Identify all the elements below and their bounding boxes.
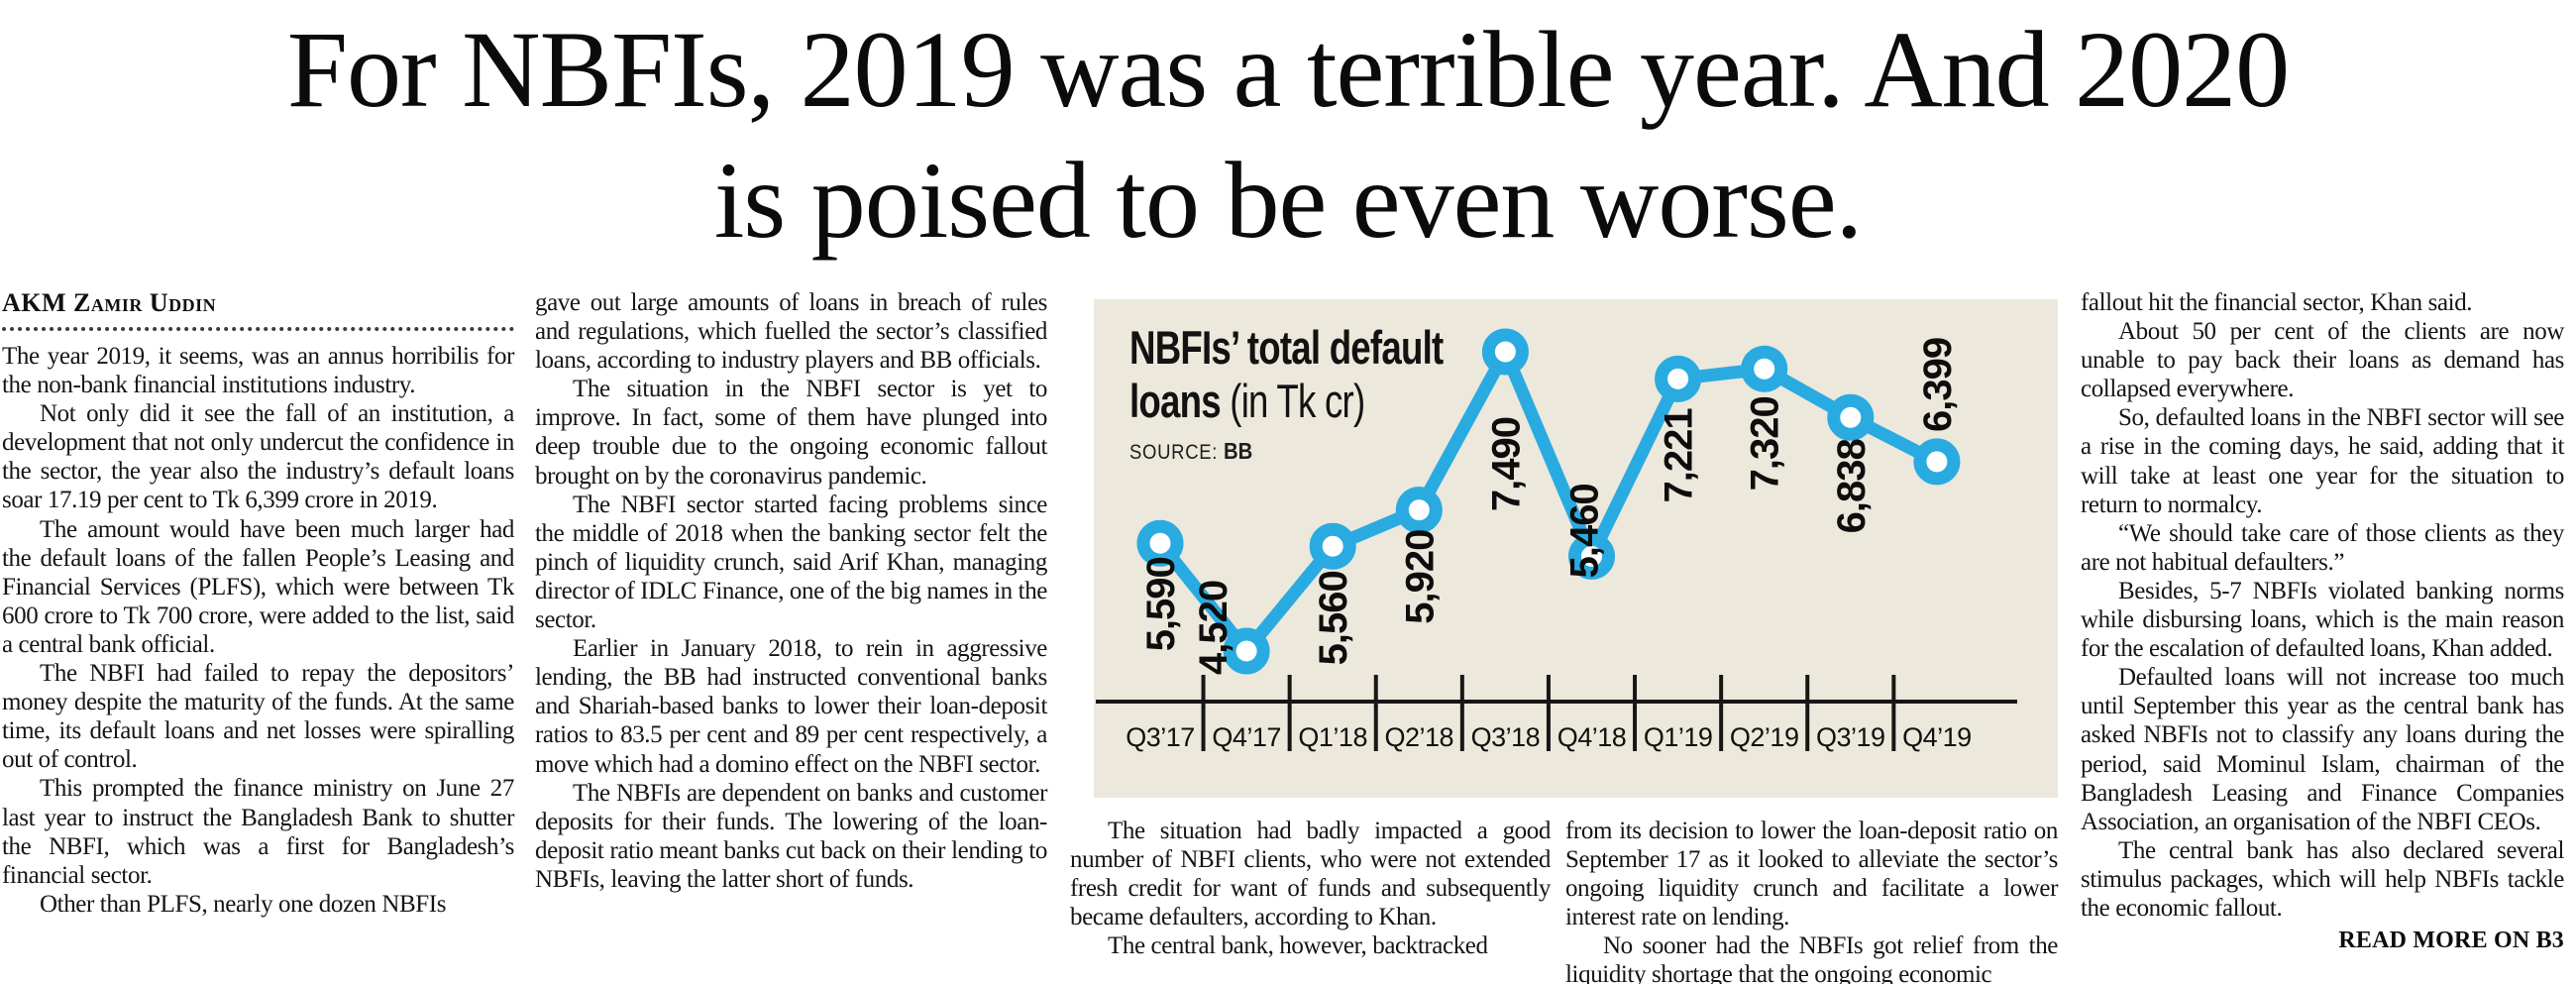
chart-value-label: 7,221 bbox=[1658, 408, 1701, 503]
chart-marker bbox=[1913, 438, 1961, 486]
chart-value-label: 5,460 bbox=[1563, 484, 1607, 578]
headline-line-2: is poised to be even worse. bbox=[713, 140, 1863, 261]
article-column-5: fallout hit the financial sector, Khan s… bbox=[2081, 288, 2564, 954]
body-paragraph: The NBFIs are dependent on banks and cus… bbox=[535, 779, 1047, 893]
x-axis-label: Q3’18 bbox=[1471, 722, 1541, 752]
chart-marker bbox=[1655, 355, 1702, 402]
body-paragraph: “We should take care of those clients as… bbox=[2081, 519, 2564, 576]
body-paragraph: The central bank has also declared sever… bbox=[2081, 836, 2564, 922]
byline-divider bbox=[2, 324, 514, 331]
x-axis-label: Q3’17 bbox=[1126, 722, 1195, 752]
chart-marker bbox=[1741, 345, 1788, 392]
chart-title-line-2: loans bbox=[1129, 375, 1222, 427]
body-paragraph: So, defaulted loans in the NBFI sector w… bbox=[2081, 404, 2564, 518]
body-paragraph: Besides, 5-7 NBFIs violated banking norm… bbox=[2081, 577, 2564, 663]
chart-title: NBFIs’ total default loans (in Tk cr) bbox=[1129, 321, 1532, 428]
chart-source-label: SOURCE: bbox=[1129, 441, 1219, 464]
body-paragraph: Earlier in January 2018, to rein in aggr… bbox=[535, 635, 1047, 778]
x-axis-label: Q2’19 bbox=[1730, 722, 1799, 752]
body-paragraph: Defaulted loans will not increase too mu… bbox=[2081, 664, 2564, 835]
body-paragraph: The NBFI sector started facing problems … bbox=[535, 491, 1047, 634]
body-paragraph: from its decision to lower the loan-depo… bbox=[1565, 818, 2058, 931]
chart-source-value: BB bbox=[1223, 438, 1253, 464]
chart-title-unit: (in Tk cr) bbox=[1230, 375, 1365, 427]
body-paragraph: This prompted the finance ministry on Ju… bbox=[2, 775, 514, 889]
chart-value-label: 4,520 bbox=[1192, 581, 1235, 675]
body-paragraph: fallout hit the financial sector, Khan s… bbox=[2081, 289, 2473, 316]
article-column-5-text: fallout hit the financial sector, Khan s… bbox=[2081, 288, 2564, 923]
article-column-2: gave out large amounts of loans in breac… bbox=[535, 288, 1047, 894]
byline: AKM Zamir Uddin bbox=[2, 288, 217, 317]
chart-marker bbox=[1223, 627, 1270, 675]
body-paragraph: The central bank, however, backtracked bbox=[1108, 932, 1488, 960]
chart-value-label: 5,560 bbox=[1312, 571, 1355, 665]
x-axis-label: Q2’18 bbox=[1385, 722, 1454, 752]
chart-title-line-1: NBFIs’ total default bbox=[1129, 321, 1444, 374]
headline-line-1: For NBFIs, 2019 was a terrible year. And… bbox=[286, 9, 2290, 130]
x-axis-label: Q4’19 bbox=[1902, 722, 1972, 752]
chart-panel: Q3’17 Q4’17 Q1’18 Q2’18 Q3’18 Q4’18 Q1’19 Q2’19… bbox=[1094, 299, 2058, 798]
body-paragraph: About 50 per cent of the clients are now… bbox=[2081, 318, 2564, 403]
chart-marker bbox=[1827, 393, 1875, 441]
x-axis-label: Q3’19 bbox=[1816, 722, 1885, 752]
body-paragraph: gave out large amounts of loans in breac… bbox=[535, 289, 1047, 375]
article-column-3: The situation had badly impacted a good … bbox=[1070, 817, 1551, 960]
x-axis-label: Q4’18 bbox=[1557, 722, 1627, 752]
article-column-4: from its decision to lower the loan-depo… bbox=[1565, 817, 2058, 984]
chart-value-label: 6,399 bbox=[1916, 338, 1960, 432]
chart-marker bbox=[1568, 532, 1615, 580]
chart-marker bbox=[1395, 487, 1443, 534]
body-paragraph: The situation in the NBFI sector is yet … bbox=[535, 376, 1047, 490]
body-paragraph: The situation had badly impacted a good … bbox=[1070, 818, 1551, 931]
chart-value-label: 5,920 bbox=[1398, 530, 1442, 624]
x-axis-label: Q1’19 bbox=[1644, 722, 1713, 752]
body-paragraph: The amount would have been much larger h… bbox=[2, 515, 514, 658]
x-axis-label: Q1’18 bbox=[1298, 722, 1367, 752]
body-paragraph: The year 2019, it seems, was an annus ho… bbox=[2, 343, 514, 399]
body-paragraph: Other than PLFS, nearly one dozen NBFIs bbox=[40, 890, 447, 918]
default-loans-line-chart: Q3’17 Q4’17 Q1’18 Q2’18 Q3’18 Q4’18 Q1’19 Q2’19… bbox=[1094, 299, 2058, 798]
read-more-note: READ MORE ON B3 bbox=[2338, 928, 2564, 954]
chart-marker bbox=[1481, 328, 1529, 376]
article-column-1-text: The year 2019, it seems, was an annus ho… bbox=[2, 342, 514, 919]
chart-marker bbox=[1136, 519, 1184, 567]
chart-value-label: 7,490 bbox=[1484, 417, 1528, 511]
chart-value-label: 7,320 bbox=[1744, 396, 1787, 491]
chart-marker bbox=[1309, 522, 1356, 570]
chart-value-label: 6,838 bbox=[1830, 439, 1874, 534]
x-axis-label: Q4’17 bbox=[1212, 722, 1281, 752]
chart-value-label: 5,590 bbox=[1139, 557, 1183, 651]
body-paragraph: The NBFI had failed to repay the deposit… bbox=[2, 660, 514, 774]
chart-line bbox=[1153, 345, 1944, 658]
headline: For NBFIs, 2019 was a terrible year. And… bbox=[0, 4, 2576, 266]
body-paragraph: No sooner had the NBFIs got relief from … bbox=[1565, 932, 2058, 984]
chart-source: SOURCE: BB bbox=[1129, 438, 1252, 465]
body-paragraph: Not only did it see the fall of an insti… bbox=[2, 400, 514, 514]
article-column-1: AKM Zamir Uddin The year 2019, it seems,… bbox=[2, 288, 514, 919]
